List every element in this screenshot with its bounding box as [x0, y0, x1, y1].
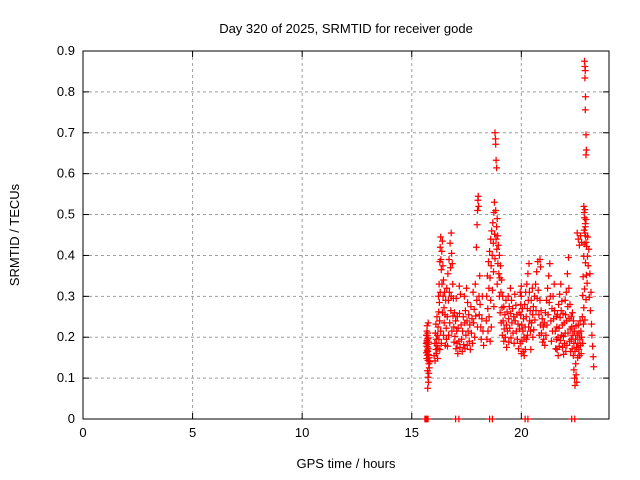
chart-title: Day 320 of 2025, SRMTID for receiver god…	[219, 21, 473, 36]
data-points-series	[421, 57, 598, 423]
y-tick-label: 0.4	[57, 247, 75, 262]
x-tick-label: 15	[405, 425, 419, 440]
y-tick-label: 0	[68, 411, 75, 426]
x-tick-label: 0	[79, 425, 86, 440]
x-tick-label: 10	[295, 425, 309, 440]
y-tick-label: 0.7	[57, 125, 75, 140]
axis-ticks	[82, 50, 609, 420]
y-axis-label: SRMTID / TECUs	[7, 183, 22, 286]
x-axis-label: GPS time / hours	[297, 456, 396, 471]
y-tick-label: 0.3	[57, 288, 75, 303]
grid-lines	[83, 51, 609, 419]
axis-tick-labels: 0 5 10 15 20 0 0.1 0.2 0.3 0.4 0.5 0.6 0.7 0.8 0.9	[57, 43, 529, 440]
y-tick-label: 0.2	[57, 329, 75, 344]
y-tick-label: 0.9	[57, 43, 75, 58]
x-tick-label: 20	[514, 425, 528, 440]
plot-border	[82, 50, 610, 420]
y-tick-label: 0.8	[57, 84, 75, 99]
y-tick-label: 0.1	[57, 370, 75, 385]
y-tick-label: 0.6	[57, 166, 75, 181]
y-tick-label: 0.5	[57, 207, 75, 222]
x-tick-label: 5	[189, 425, 196, 440]
